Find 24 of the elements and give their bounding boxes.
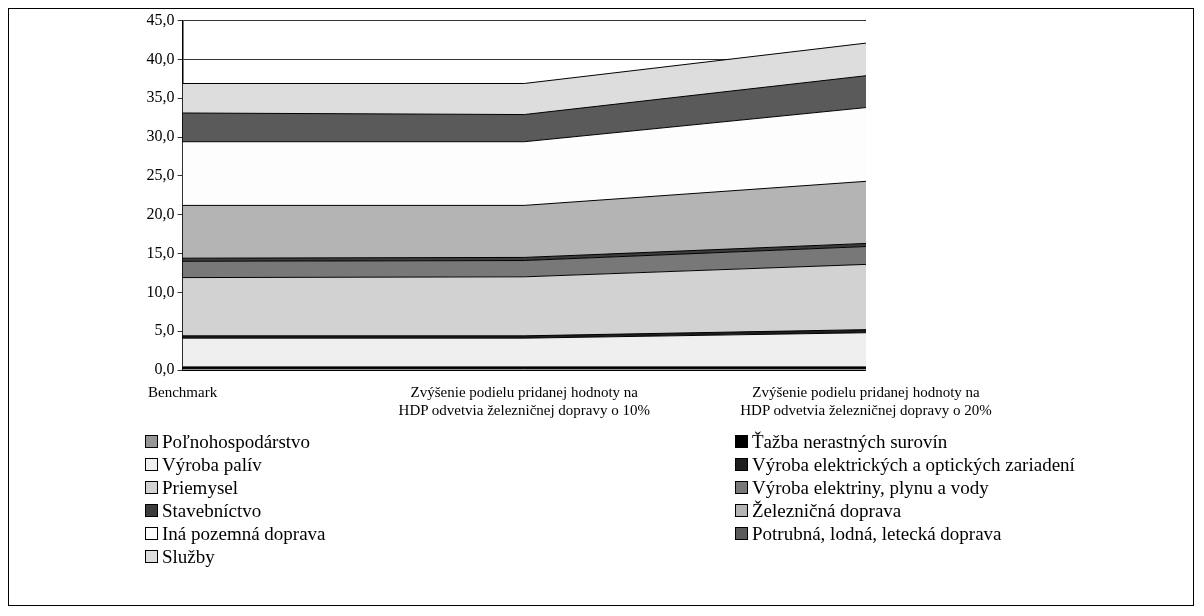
x-tick-label: Benchmark bbox=[148, 383, 218, 400]
y-tick-label: 0,0 bbox=[154, 360, 175, 378]
y-tick-label: 35,0 bbox=[146, 88, 175, 106]
legend-label: Výroba palív bbox=[162, 453, 262, 476]
legend-label: Výroba elektriny, plynu a vody bbox=[752, 476, 989, 499]
y-tick-label: 10,0 bbox=[146, 282, 175, 300]
legend-label: Ťažba nerastných surovín bbox=[752, 430, 948, 453]
y-tick-label: 40,0 bbox=[146, 49, 175, 67]
y-tick-label: 5,0 bbox=[154, 321, 175, 339]
y-tick-label: 45,0 bbox=[146, 10, 175, 28]
x-tick-label: Zvýšenie podielu pridanej hodnoty na HDP odvetvia železničnej dopravy o 10% bbox=[398, 383, 651, 418]
legend-label: Poľnohospodárstvo bbox=[162, 430, 311, 453]
legend-label: Iná pozemná doprava bbox=[162, 522, 326, 545]
y-tick-label: 15,0 bbox=[146, 243, 175, 261]
y-tick-label: 20,0 bbox=[146, 204, 175, 222]
x-tick-label: Zvýšenie podielu pridanej hodnoty na HDP odvetvia železničnej dopravy o 20% bbox=[740, 383, 992, 418]
legend-label: Priemysel bbox=[162, 476, 238, 499]
legend-label: Potrubná, lodná, letecká doprava bbox=[752, 522, 1002, 545]
legend-label: Služby bbox=[162, 545, 215, 568]
y-tick-label: 30,0 bbox=[146, 127, 175, 145]
legend-label: Stavebníctvo bbox=[162, 499, 262, 522]
legend-label: Železničná doprava bbox=[752, 499, 902, 522]
legend-label: Výroba elektrických a optických zariadení bbox=[752, 453, 1075, 476]
y-tick-label: 25,0 bbox=[146, 166, 175, 184]
